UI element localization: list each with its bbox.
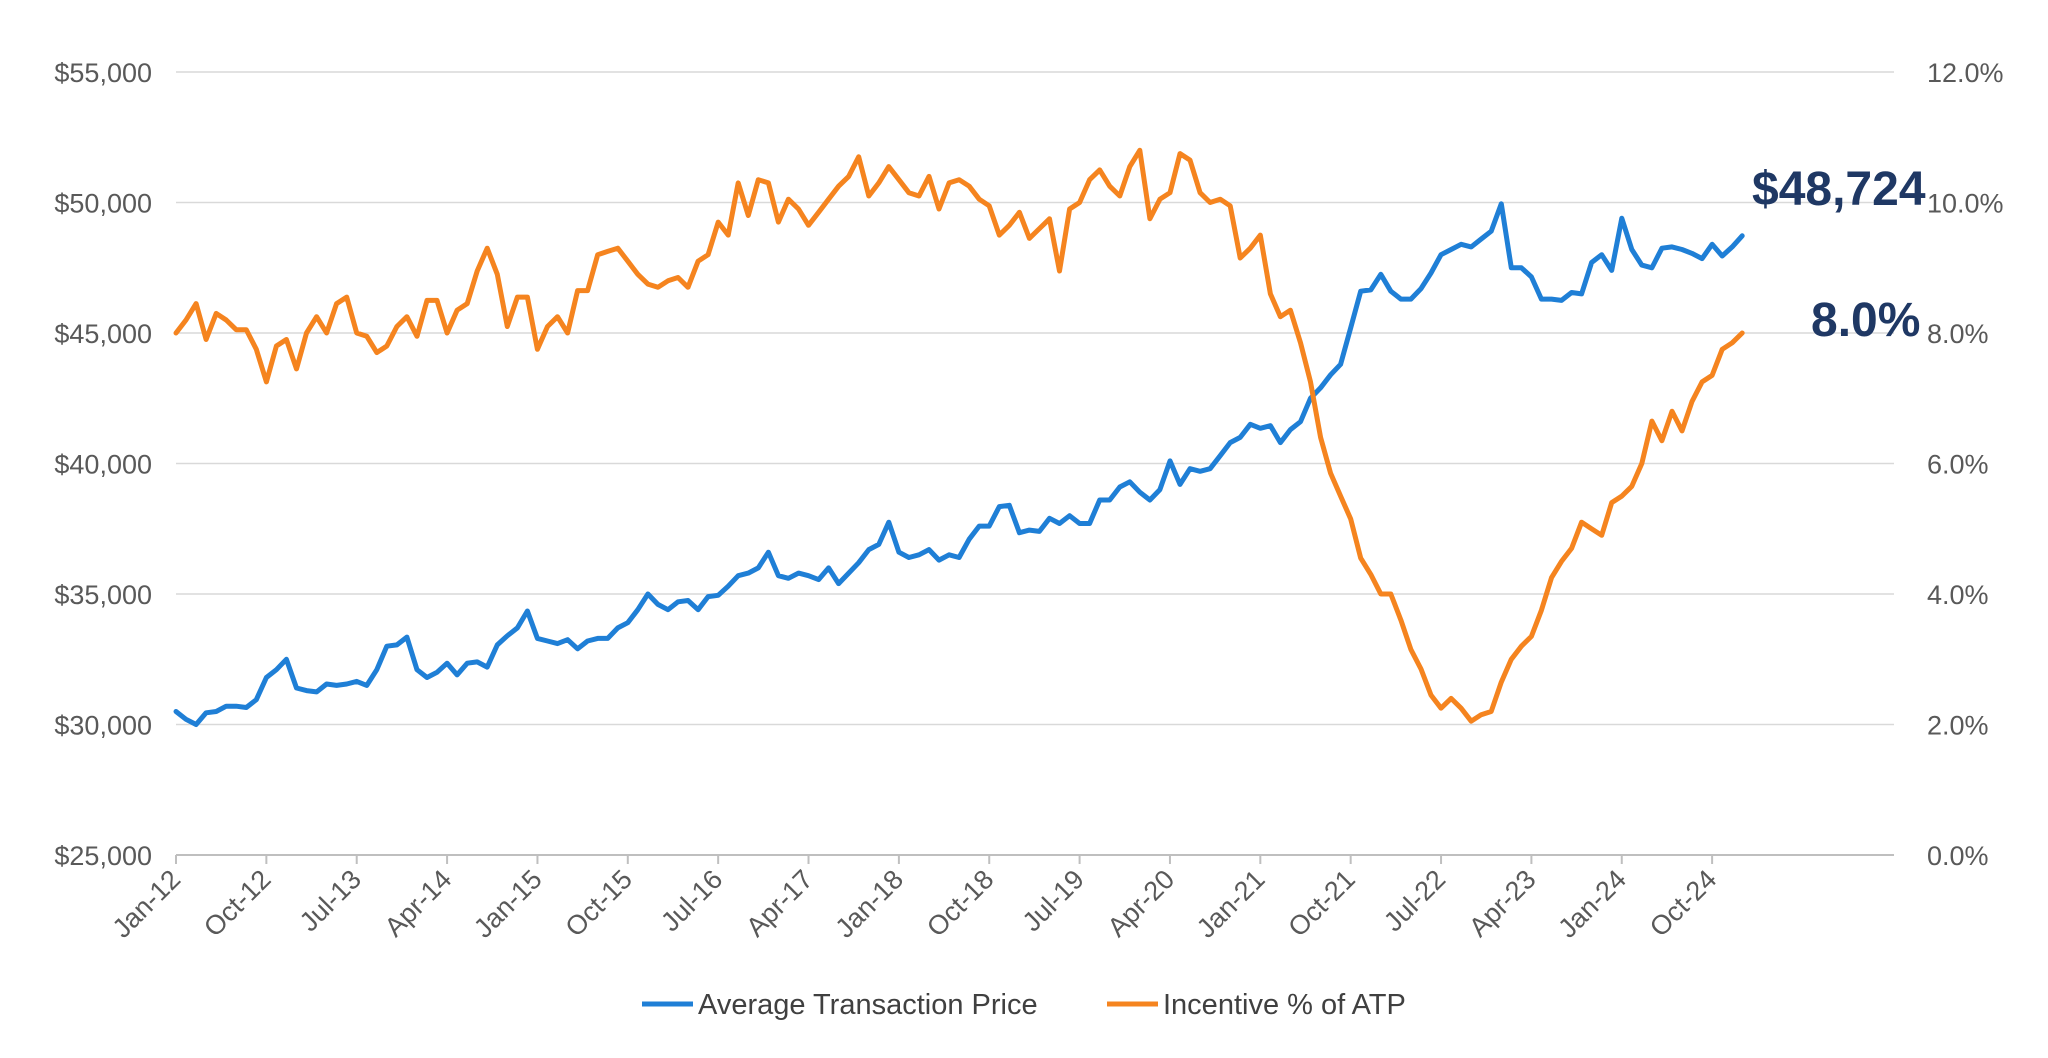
x-tick-label: Oct-24 (1644, 864, 1723, 943)
x-tick-label: Jul-16 (655, 864, 728, 937)
x-axis-ticks: Jan-12 Oct-12 Jul-13 Apr-14 Jan-15 Oct-15 Jul-… (107, 855, 1723, 944)
x-tick-label: Oct-15 (560, 864, 639, 943)
left-tick-label: $30,000 (54, 711, 152, 741)
left-tick-label: $40,000 (54, 450, 152, 480)
atp-series-line (173, 201, 1745, 727)
x-tick-label: Apr-17 (740, 864, 819, 943)
x-tick-label: Jul-13 (294, 864, 367, 937)
x-tick-label: Apr-14 (379, 864, 458, 943)
x-tick-label: Jan-18 (830, 864, 910, 944)
x-tick-label: Jan-15 (468, 864, 548, 944)
x-tick-label: Oct-12 (198, 864, 277, 943)
left-tick-label: $45,000 (54, 319, 152, 349)
gridlines (176, 71, 1894, 856)
left-tick-label: $25,000 (54, 841, 152, 871)
x-tick-label: Oct-18 (921, 864, 1000, 943)
left-tick-label: $35,000 (54, 580, 152, 610)
right-tick-label: 0.0% (1927, 841, 1989, 871)
incentive-callout-label: 8.0% (1811, 294, 1920, 347)
x-tick-label: Jan-21 (1191, 864, 1271, 944)
x-tick-label: Apr-23 (1463, 864, 1542, 943)
left-tick-label: $50,000 (54, 189, 152, 219)
right-tick-label: 6.0% (1927, 450, 1989, 480)
x-tick-label: Jul-22 (1378, 864, 1451, 937)
x-tick-label: Apr-20 (1102, 864, 1181, 943)
x-tick-label: Jan-12 (107, 864, 187, 944)
right-axis-ticks: 0.0% 2.0% 4.0% 6.0% 8.0% 10.0% 12.0% (1927, 58, 2004, 871)
right-tick-label: 4.0% (1927, 580, 1989, 610)
right-tick-label: 10.0% (1927, 189, 2004, 219)
x-tick-label: Jan-24 (1552, 864, 1632, 944)
x-tick-label: Oct-21 (1282, 864, 1361, 943)
legend-label-incentive: Incentive % of ATP (1163, 989, 1406, 1021)
series-lines (173, 147, 1745, 727)
left-tick-label: $55,000 (54, 58, 152, 88)
right-tick-label: 2.0% (1927, 711, 1989, 741)
right-tick-label: 8.0% (1927, 319, 1989, 349)
left-axis-ticks: $25,000 $30,000 $35,000 $40,000 $45,000 $50,0… (54, 58, 152, 871)
x-tick-label: Jul-19 (1017, 864, 1090, 937)
incentive-series-line (173, 147, 1745, 724)
right-tick-label: 12.0% (1927, 58, 2004, 88)
legend-label-atp: Average Transaction Price (698, 989, 1038, 1021)
atp-callout-label: $48,724 (1752, 163, 1926, 216)
legend: Average Transaction Price Incentive % of… (642, 989, 1406, 1021)
